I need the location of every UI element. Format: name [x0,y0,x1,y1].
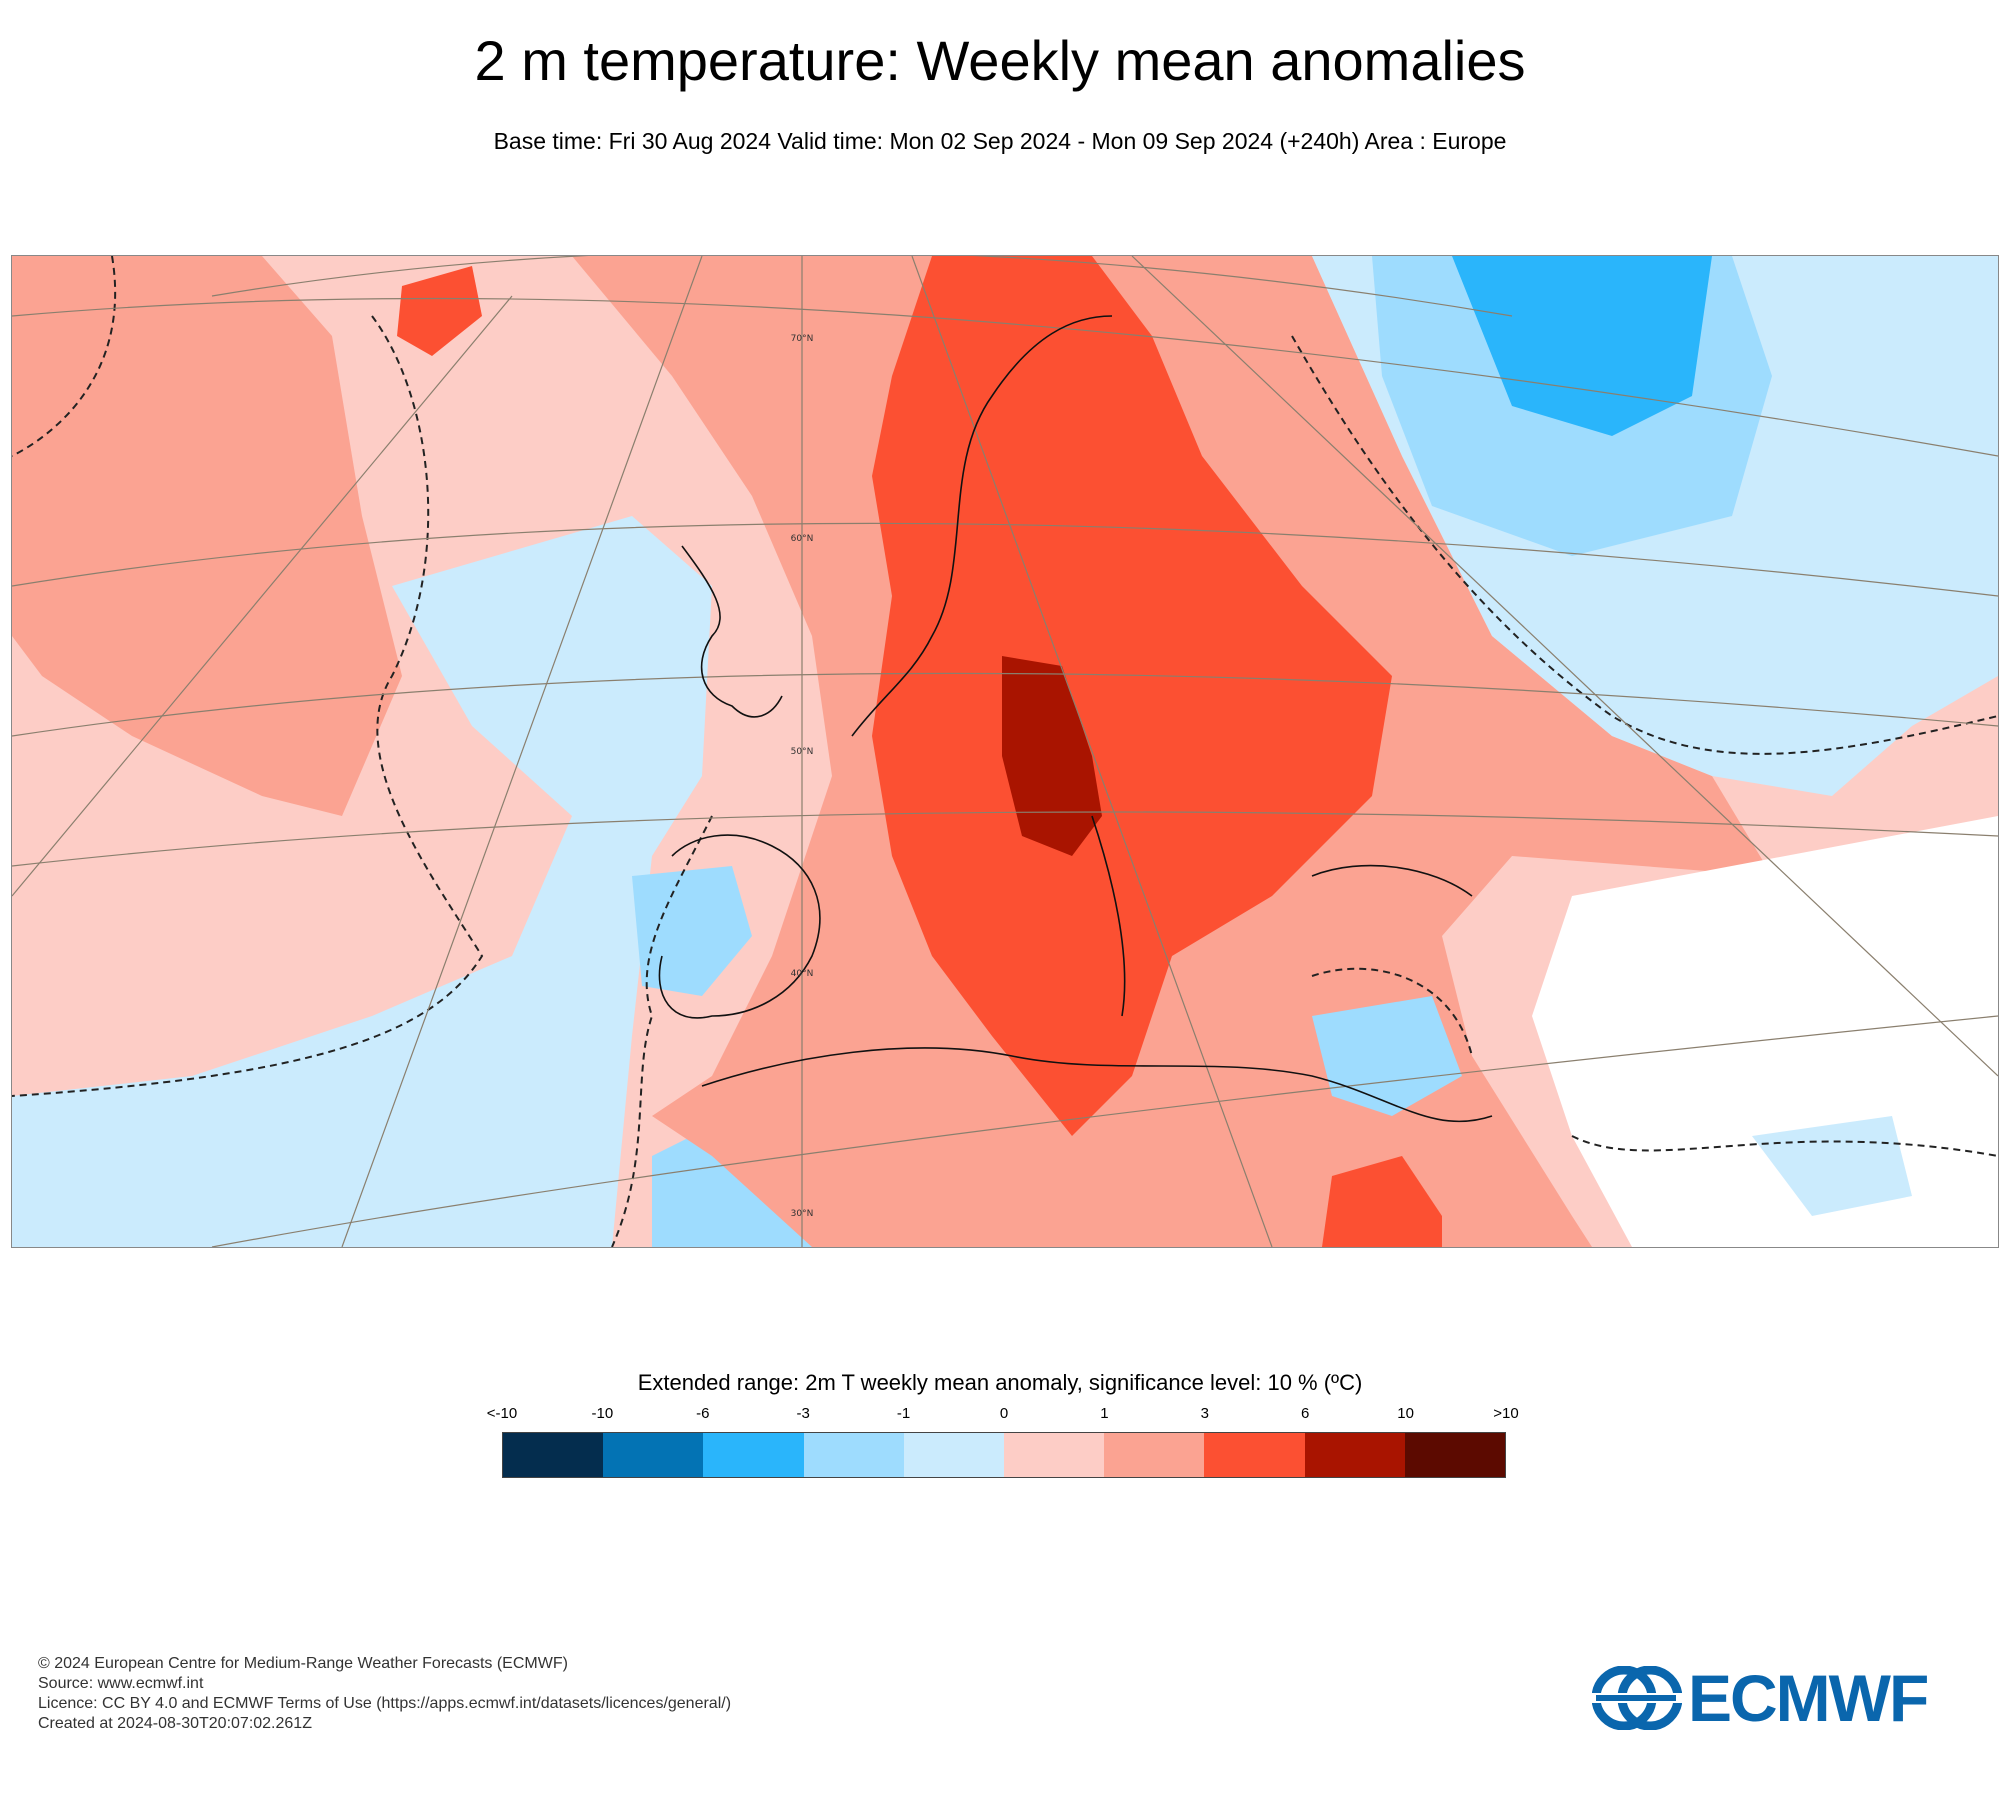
footer-copyright: © 2024 European Centre for Medium-Range … [38,1655,568,1672]
legend-tick: 1 [1100,1405,1109,1422]
legend-tick: 6 [1301,1405,1310,1422]
footer-licence: Licence: CC BY 4.0 and ECMWF Terms of Us… [38,1695,732,1712]
significance-contours [12,256,1998,1247]
lat-label-70: 70°N [791,334,814,344]
ecmwf-logo: ECMWF [1592,1661,1972,1735]
anomaly-region-sahara-patch [1322,1156,1442,1247]
anomaly-region-east-blue [1752,1116,1912,1216]
anomaly-region-iberia-blue [632,866,752,996]
anomaly-region-greenland [397,266,482,356]
ecmwf-logo-text: ECMWF [1688,1661,1929,1735]
coastlines [658,315,1493,1123]
anomaly-region-core-dark [1002,656,1102,856]
lat-label-30: 30°N [791,1209,814,1219]
legend-tick: -6 [696,1405,710,1422]
footer-source: Source: www.ecmwf.int [38,1675,204,1692]
graticule [12,256,1998,1247]
lat-label-40: 40°N [791,969,814,979]
footer-created: Created at 2024-08-30T20:07:02.261Z [38,1715,312,1732]
chart-subtitle: Base time: Fri 30 Aug 2024 Valid time: M… [493,128,1507,154]
legend-swatch-4 [903,1433,1005,1477]
legend-tick: -10 [591,1405,614,1422]
legend-swatch-1 [603,1433,704,1477]
lat-label-60: 60°N [791,534,814,544]
legend-tick: -3 [796,1405,810,1422]
ecmwf-logo-icon [1592,1666,1682,1730]
legend-swatch-5 [1004,1433,1105,1477]
legend-tick: -1 [896,1405,911,1422]
legend-swatch-0 [503,1433,604,1477]
legend-swatch-9 [1404,1433,1506,1477]
legend-tick: 0 [999,1405,1009,1422]
lat-labels: 70°N 60°N 50°N 40°N 30°N [791,334,814,1219]
lat-label-50: 50°N [791,747,814,757]
legend-tick: 10 [1397,1405,1414,1422]
legend-swatch-7 [1204,1433,1305,1477]
anomaly-region-central-europe-strong [872,256,1392,1136]
anomaly-region-russia-strong-blue [1452,256,1712,436]
legend-tick: 3 [1200,1405,1209,1422]
legend-swatch-6 [1104,1433,1205,1477]
legend-ticks: <-10 -10 -6 -3 -1 0 1 3 6 10 >10 [0,1405,2000,1425]
legend-swatch-3 [803,1433,904,1477]
chart-title: 2 m temperature: Weekly mean anomalies [474,29,1526,92]
legend-tick: >10 [1493,1405,1519,1422]
footer: © 2024 European Centre for Medium-Range … [38,1654,731,1734]
legend-title: Extended range: 2m T weekly mean anomaly… [637,1370,1363,1395]
anomaly-map: 70°N 60°N 50°N 40°N 30°N [11,255,1999,1248]
legend-swatch-8 [1304,1433,1405,1477]
legend-tick: <-10 [486,1405,518,1422]
legend-colorbar [502,1432,1506,1478]
anomaly-region-atlantic-west [12,256,402,816]
legend-swatch-2 [703,1433,804,1477]
anomaly-region-atlantic-blue [12,516,712,1247]
